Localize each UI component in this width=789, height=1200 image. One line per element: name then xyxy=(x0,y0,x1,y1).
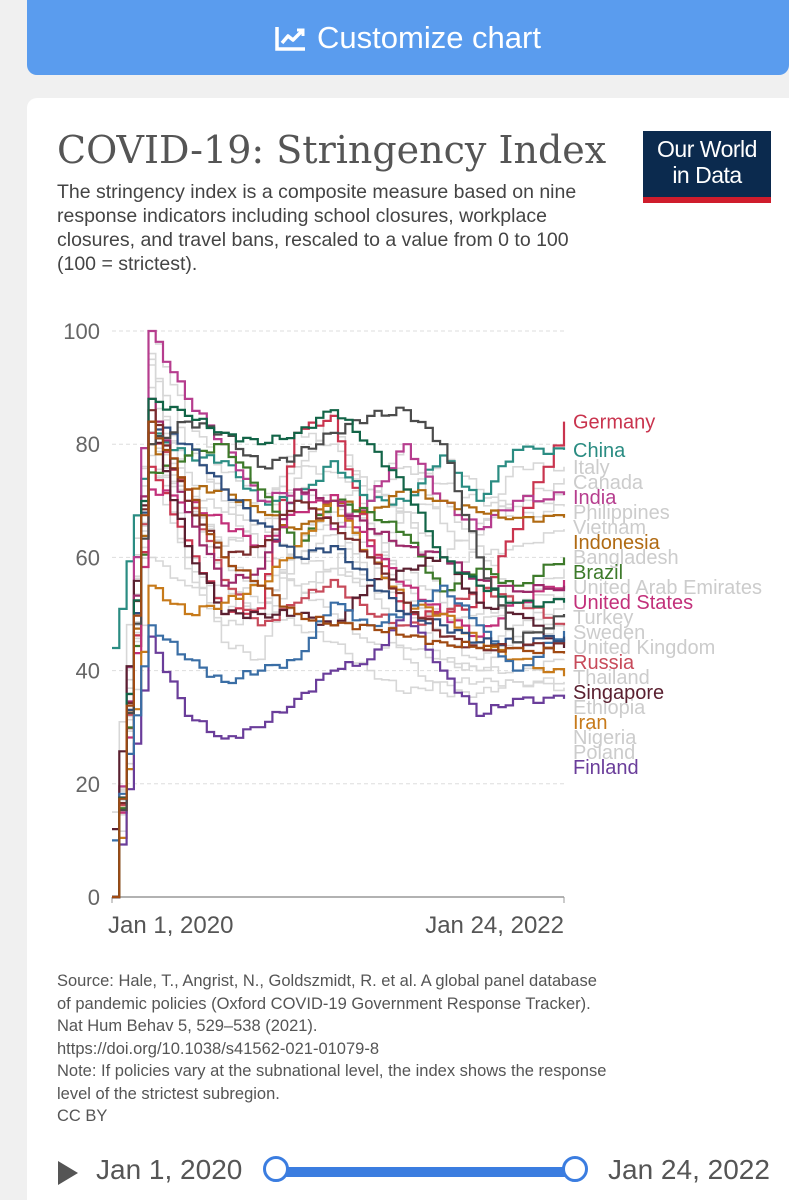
logo-line-2: in Data xyxy=(672,162,742,188)
source-link[interactable]: https://doi.org/10.1038/s41562-021-01079… xyxy=(57,1039,379,1058)
series-line-japan xyxy=(112,584,566,842)
x-tick-label: Jan 1, 2020 xyxy=(108,912,233,939)
series-label: Philippines xyxy=(573,502,670,524)
series-label: Singapore xyxy=(573,682,664,704)
series-line-chile xyxy=(112,406,566,899)
y-tick-label: 40 xyxy=(76,659,100,684)
timeline-end-label: Jan 24, 2022 xyxy=(608,1154,770,1185)
y-tick-label: 60 xyxy=(76,545,100,570)
source-line: of pandemic policies (Oxford COVID-19 Go… xyxy=(57,994,591,1013)
series-label: Nigeria xyxy=(573,727,637,749)
series-line-germany xyxy=(112,414,566,899)
series-label: Thailand xyxy=(573,667,650,689)
timeline-end-handle[interactable] xyxy=(562,1156,588,1182)
source-line: Source: Hale, T., Angrist, N., Goldszmid… xyxy=(57,972,597,990)
series-label: Ethiopia xyxy=(573,697,646,719)
y-tick-label: 100 xyxy=(63,319,100,344)
timeline: Jan 1, 2020 Jan 24, 2022 xyxy=(0,1140,789,1200)
chart-subtitle: The stringency index is a composite meas… xyxy=(57,181,577,275)
series-label: Finland xyxy=(573,757,639,779)
series-label: Italy xyxy=(573,457,610,479)
series-label: Indonesia xyxy=(573,532,661,554)
owid-logo[interactable]: Our World in Data xyxy=(643,131,771,203)
series-label: Turkey xyxy=(573,607,633,629)
series-label: Iran xyxy=(573,712,607,734)
series-label: India xyxy=(573,487,617,509)
series-line-mexico xyxy=(112,420,566,899)
series-line-kenya xyxy=(112,397,566,899)
source-line: Nat Hum Behav 5, 529–538 (2021). xyxy=(57,1017,318,1035)
chart-title: COVID-19: Stringency Index xyxy=(57,128,607,172)
series-line-egypt xyxy=(112,420,566,899)
source-line: level of the strictest subregion. xyxy=(57,1084,280,1103)
series-label: United Kingdom xyxy=(573,637,715,659)
source-note: Source: Hale, T., Angrist, N., Goldszmid… xyxy=(57,970,747,1128)
series-line-united-states xyxy=(112,488,566,899)
series-label: Canada xyxy=(573,472,644,494)
logo-line-1: Our World xyxy=(657,136,757,162)
customize-chart-label: Customize chart xyxy=(317,19,541,55)
y-tick-label: 0 xyxy=(88,885,100,910)
line-chart[interactable]: 0 20 40 60 80 100 Jan 1, 2020 Jan 24, 2022 Germa… xyxy=(0,300,789,950)
license-link[interactable]: CC BY xyxy=(57,1107,108,1125)
y-tick-label: 80 xyxy=(76,432,100,457)
series-label: Brazil xyxy=(573,562,623,584)
customize-chart-button[interactable]: Customize chart xyxy=(27,0,789,75)
timeline-start-label: Jan 1, 2020 xyxy=(96,1154,243,1185)
line-chart-icon xyxy=(275,26,306,51)
series-line-finland xyxy=(112,612,566,899)
series-label: Germany xyxy=(573,412,655,434)
chart-card xyxy=(27,98,789,1200)
x-tick-label: Jan 24, 2022 xyxy=(425,912,564,939)
series-label: Sweden xyxy=(573,622,645,644)
play-icon[interactable] xyxy=(56,1160,80,1186)
series-label: Poland xyxy=(573,742,635,764)
series-label: Bangladesh xyxy=(573,547,679,569)
series-label: Vietnam xyxy=(573,517,646,539)
source-line: Note: If policies vary at the subnationa… xyxy=(57,1062,607,1080)
series-label: United Arab Emirates xyxy=(573,577,762,599)
series-label: Russia xyxy=(573,652,635,674)
series-label: United States xyxy=(573,592,693,614)
y-tick-label: 20 xyxy=(76,772,100,797)
series-label: China xyxy=(573,440,626,462)
timeline-track[interactable] xyxy=(277,1167,577,1177)
timeline-start-handle[interactable] xyxy=(263,1156,289,1182)
